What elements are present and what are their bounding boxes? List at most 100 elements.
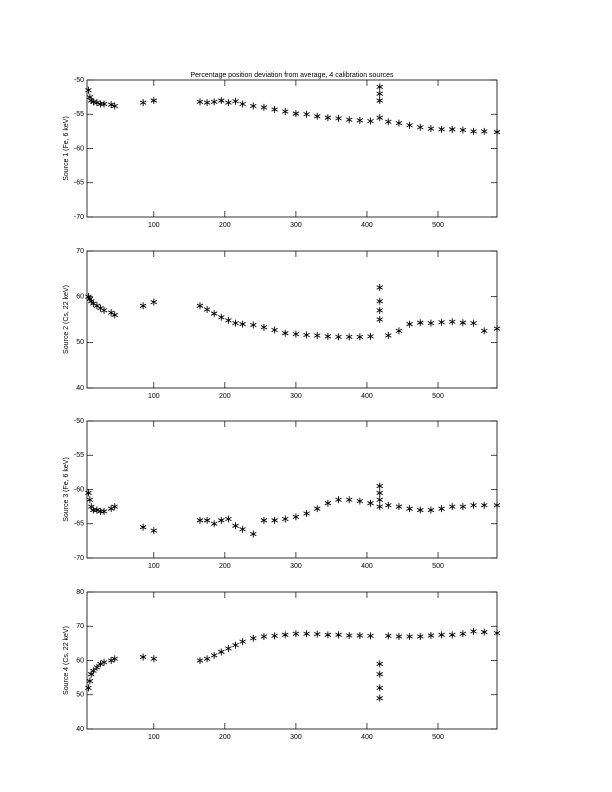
data-point — [90, 667, 97, 675]
data-point — [376, 83, 384, 91]
x-tick-label: 300 — [290, 734, 302, 741]
data-point — [313, 630, 321, 638]
data-point — [100, 658, 108, 666]
data-point — [85, 489, 92, 497]
data-point — [203, 305, 211, 313]
data-point — [292, 330, 300, 338]
x-tick-label: 200 — [219, 393, 231, 400]
data-point — [335, 333, 342, 341]
data-point — [395, 327, 403, 335]
y-tick-label: -50 — [74, 418, 84, 425]
data-point — [367, 632, 374, 640]
data-point — [356, 333, 364, 341]
data-point — [218, 516, 225, 524]
data-point — [480, 327, 488, 335]
y-tick-label: 70 — [76, 248, 84, 255]
y-tick-label: 60 — [76, 657, 84, 664]
data-point — [438, 125, 445, 133]
data-point — [376, 316, 384, 323]
data-point — [100, 507, 108, 515]
data-point — [438, 505, 445, 513]
data-point — [250, 102, 257, 110]
data-point — [93, 663, 101, 671]
data-point — [376, 114, 384, 122]
data-point — [271, 105, 278, 113]
data-point — [292, 630, 300, 638]
data-point — [250, 321, 257, 329]
data-point — [416, 319, 424, 327]
y-axis-label: Source 1 (Fe, 6 keV) — [63, 116, 70, 181]
data-point — [470, 627, 477, 635]
data-point — [385, 118, 392, 126]
data-point — [139, 523, 147, 531]
x-tick-label: 400 — [361, 563, 373, 570]
data-point — [239, 320, 246, 328]
data-point — [376, 660, 384, 668]
y-tick-label: 80 — [76, 589, 84, 596]
data-point — [367, 332, 374, 340]
data-point — [232, 522, 239, 530]
data-point — [356, 631, 364, 639]
data-point — [210, 310, 218, 318]
data-point — [85, 86, 92, 94]
data-point — [406, 505, 413, 513]
data-point — [225, 515, 232, 523]
data-point — [345, 496, 353, 504]
data-point — [93, 506, 101, 514]
data-point — [292, 513, 300, 521]
y-axis-label: Source 4 (Cs, 22 keV) — [63, 626, 70, 695]
data-point — [395, 633, 403, 641]
data-point — [335, 496, 342, 504]
data-point — [86, 295, 94, 303]
x-tick-label: 400 — [361, 734, 373, 741]
data-point — [493, 325, 501, 333]
data-point — [150, 97, 158, 105]
data-point — [150, 655, 158, 663]
data-point — [225, 645, 232, 653]
y-axis-label: Source 3 (Fe, 6 keV) — [63, 457, 70, 522]
data-point — [448, 631, 456, 639]
data-point — [260, 323, 268, 331]
data-point — [459, 319, 467, 327]
y-tick-label: -60 — [74, 486, 84, 493]
data-point — [356, 116, 364, 124]
data-point — [260, 103, 268, 111]
data-point — [232, 641, 239, 649]
x-tick-label: 500 — [432, 734, 444, 741]
data-point — [85, 293, 92, 301]
data-point — [376, 284, 384, 292]
data-point — [93, 302, 101, 310]
y-tick-label: 40 — [76, 726, 84, 733]
data-point — [225, 316, 232, 324]
data-point — [313, 505, 321, 513]
data-point — [218, 97, 225, 105]
data-point — [406, 633, 413, 641]
data-point — [292, 110, 300, 118]
data-point — [139, 653, 147, 661]
y-tick-label: 40 — [76, 385, 84, 392]
data-point — [303, 509, 310, 517]
data-point — [335, 631, 342, 639]
data-point — [376, 482, 384, 490]
x-tick-label: 400 — [361, 222, 373, 229]
data-point — [416, 506, 424, 514]
data-point — [427, 319, 435, 327]
data-point — [385, 331, 392, 339]
y-tick-label: -70 — [74, 555, 84, 562]
x-tick-label: 500 — [432, 222, 444, 229]
plot-frame — [86, 420, 498, 559]
data-point — [281, 631, 289, 639]
y-tick-label: -55 — [74, 111, 84, 118]
x-tick-label: 100 — [148, 734, 160, 741]
data-point — [196, 657, 204, 664]
data-point — [427, 125, 435, 133]
data-point — [448, 503, 456, 511]
data-point — [493, 501, 501, 509]
data-point — [335, 114, 342, 122]
data-point — [480, 127, 488, 135]
x-tick-label: 300 — [290, 563, 302, 570]
x-tick-label: 300 — [290, 222, 302, 229]
data-point — [367, 499, 374, 507]
data-point — [232, 319, 239, 327]
